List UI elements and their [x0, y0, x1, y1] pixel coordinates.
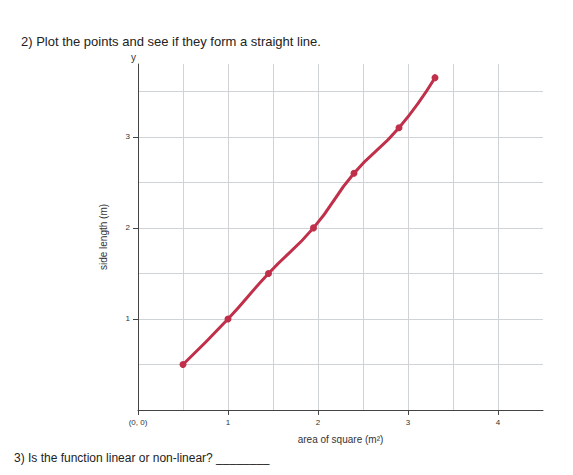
svg-text:y: y [131, 52, 136, 63]
svg-text:2: 2 [126, 223, 131, 232]
svg-text:area of square (m²): area of square (m²) [298, 434, 384, 445]
svg-text:3: 3 [126, 132, 131, 141]
svg-text:3: 3 [406, 418, 411, 427]
svg-text:1: 1 [126, 314, 131, 323]
svg-text:1: 1 [226, 418, 231, 427]
svg-text:2: 2 [316, 418, 321, 427]
svg-text:(0, 0): (0, 0) [129, 418, 148, 427]
svg-text:3) Is the function linear or n: 3) Is the function linear or non-linear?… [14, 451, 270, 465]
svg-text:2) Plot the points and see if: 2) Plot the points and see if they form … [21, 34, 321, 49]
svg-text:4: 4 [496, 418, 501, 427]
svg-text:side length (m): side length (m) [98, 204, 109, 270]
